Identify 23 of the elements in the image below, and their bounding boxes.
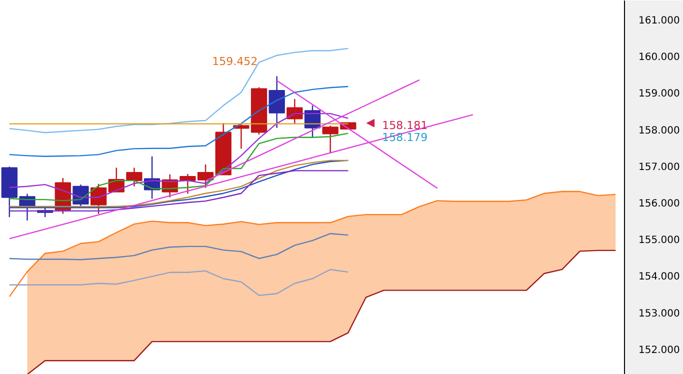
y-tick-label: 161.000 [638, 16, 680, 27]
y-tick-label: 158.000 [638, 125, 680, 136]
y-tick-label: 157.000 [638, 162, 680, 173]
candlestick [286, 98, 303, 124]
line-series [8, 233, 349, 260]
annotation: 158.179 [382, 131, 428, 144]
y-tick-label: 155.000 [638, 235, 680, 246]
y-tick-label: 152.000 [638, 344, 680, 356]
y-tick-label: 153.000 [638, 308, 680, 320]
annotation: 159.452 [212, 55, 258, 68]
y-tick-label: 160.000 [638, 52, 680, 64]
annotation: ◀ [366, 116, 376, 130]
y-tick-label: 154.000 [638, 272, 680, 283]
line-series [8, 86, 349, 157]
candlestick [268, 76, 285, 128]
line-series [26, 250, 616, 374]
y-tick-label: 159.000 [638, 88, 680, 100]
y-tick-label: 156.000 [638, 198, 680, 210]
line-series [8, 170, 349, 212]
line-series [8, 190, 616, 298]
annotation: 158.181 [382, 119, 428, 132]
line-series [8, 268, 349, 296]
line-series [8, 48, 349, 134]
